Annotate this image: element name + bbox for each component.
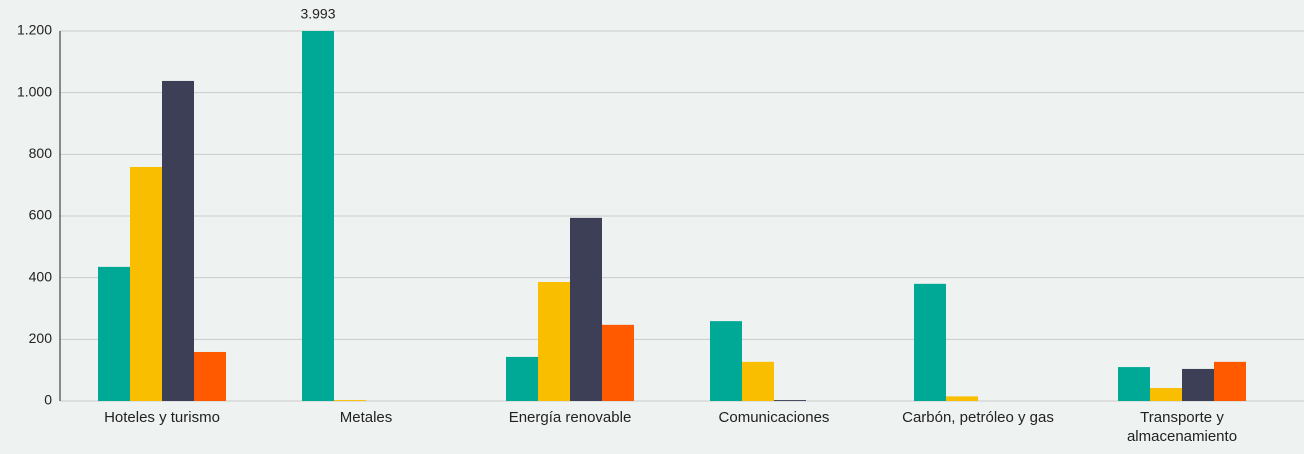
bar: [774, 400, 806, 401]
bar: [742, 361, 774, 401]
value-label: 3.993: [300, 6, 335, 22]
y-tick-label: 200: [29, 330, 53, 346]
bar: [506, 356, 538, 401]
grid: [60, 30, 1304, 402]
bar: [130, 166, 162, 401]
labels: 0 200 400 600 800 1.000 1.200 3.993: [17, 6, 336, 408]
bar: [1182, 368, 1214, 401]
x-tick-label: Energía renovable: [508, 409, 632, 426]
bar: [538, 281, 570, 401]
bar: [194, 351, 226, 401]
bar: [162, 80, 194, 401]
y-tick-label: 400: [29, 268, 53, 284]
bar: [334, 400, 366, 401]
x-tick-label: Hoteles y turismo: [104, 409, 220, 426]
bars: [98, 31, 1246, 402]
bar: [570, 217, 602, 401]
bar: [1214, 361, 1246, 401]
y-tick-label: 1.200: [17, 22, 52, 38]
x-tick-label: Carbón, petróleo y gas: [902, 409, 1054, 426]
bar: [1150, 388, 1182, 401]
bar: [98, 266, 130, 401]
bar: [1118, 367, 1150, 401]
y-tick-label: 800: [29, 145, 53, 161]
y-tick-label: 1.000: [17, 83, 52, 99]
y-tick-label: 600: [29, 207, 53, 223]
x-tick-label: Metales: [339, 409, 393, 426]
bar: [914, 283, 946, 401]
bar: [710, 321, 742, 401]
bar: [302, 31, 334, 402]
y-tick-label: 0: [44, 392, 52, 408]
bar: [946, 396, 978, 401]
x-tick-label: Transporte y almacenamiento: [1126, 409, 1238, 445]
x-tick-label: Comunicaciones: [718, 409, 830, 426]
bar: [602, 324, 634, 401]
